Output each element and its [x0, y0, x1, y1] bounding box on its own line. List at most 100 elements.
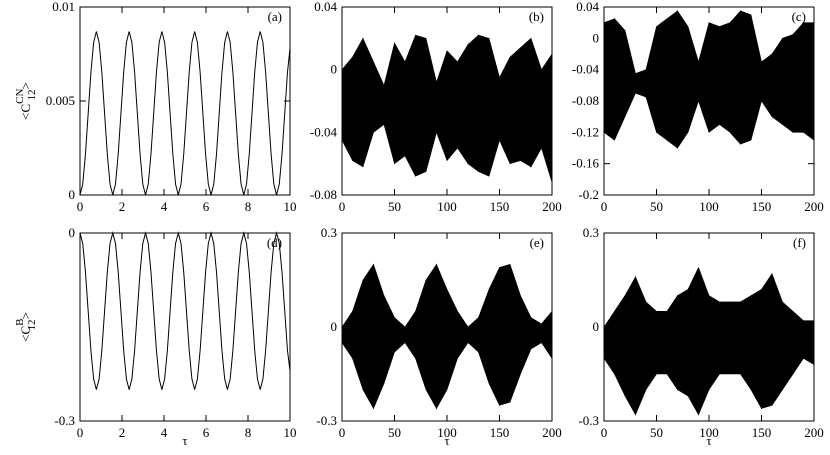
y-label-close: > [18, 312, 33, 319]
y-axis-label: <CCN12> [14, 82, 38, 120]
x-tick-label: 0 [77, 199, 84, 214]
y-tick-label: -0.3 [578, 413, 599, 428]
y-tick-label: 0 [593, 319, 600, 334]
oscillation-band [404, 310, 416, 360]
oscillation-band [635, 69, 647, 98]
y-tick-label: -0.2 [578, 187, 599, 202]
panel-label: (a) [268, 9, 282, 24]
oscillation-band [729, 301, 741, 375]
oscillation-band [415, 34, 427, 177]
oscillation-band [698, 22, 710, 133]
x-tick-label: 100 [699, 199, 719, 214]
y-tick-label: 0.3 [321, 225, 337, 240]
oscillation-band [719, 301, 731, 375]
y-tick-label: 0.005 [46, 93, 75, 108]
oscillation-band [373, 61, 385, 133]
x-axis-label: τ [444, 433, 449, 448]
plot-frame [79, 232, 291, 422]
oscillation-band [729, 10, 741, 145]
oscillation-band [656, 18, 668, 141]
oscillation-band [719, 22, 731, 133]
oscillation-band [383, 42, 395, 164]
x-tick-label: 0 [601, 199, 608, 214]
panel-label: (f) [793, 235, 806, 250]
x-tick-label: 10 [284, 425, 297, 440]
y-tick-label: 0.04 [314, 0, 337, 14]
oscillation-band [446, 289, 458, 390]
y-tick-label: 0 [593, 30, 600, 45]
x-tick-label: 50 [650, 199, 663, 214]
oscillation-band [499, 56, 511, 164]
oscillation-band [687, 267, 699, 416]
y-tick-label: -0.04 [572, 62, 600, 77]
x-axis-label: τ [182, 433, 187, 448]
oscillation-band [488, 267, 500, 406]
oscillation-band [530, 38, 542, 168]
x-tick-label: 10 [284, 199, 297, 214]
oscillation-band [603, 310, 615, 375]
x-tick-label: 200 [542, 199, 562, 214]
panel: 0 2 4 6 8 10-0.30(d)τ<CB12> [14, 225, 297, 448]
oscillation-band [467, 316, 479, 353]
y-tick-label: 0 [331, 319, 338, 334]
x-tick-label: 50 [388, 425, 401, 440]
oscillation-band [603, 18, 615, 141]
x-tick-label: 0 [339, 199, 346, 214]
oscillation-band [771, 37, 783, 126]
oscillation-band [520, 37, 532, 168]
oscillation-band [394, 316, 406, 353]
oscillation-band [771, 273, 783, 407]
oscillation-band [782, 33, 794, 133]
oscillation-band [782, 301, 794, 391]
x-tick-label: 150 [752, 425, 772, 440]
oscillation-band [740, 10, 752, 145]
x-tick-label: 4 [161, 199, 168, 214]
oscillation-band [394, 41, 406, 165]
oscillation-band [761, 272, 773, 409]
oscillation-band [541, 53, 553, 183]
oscillation-band [677, 288, 689, 397]
x-tick-label: 150 [490, 425, 510, 440]
y-tick-label: -0.3 [316, 413, 337, 428]
x-tick-label: 50 [388, 199, 401, 214]
x-tick-label: 0 [339, 425, 346, 440]
oscillation-band [687, 26, 699, 133]
y-tick-label: 0 [69, 225, 76, 240]
oscillation-band [488, 38, 500, 177]
x-tick-label: 100 [699, 425, 719, 440]
oscillation-band [446, 50, 458, 162]
oscillation-band [708, 22, 720, 133]
oscillation-band [624, 30, 636, 117]
oscillation-band [425, 263, 437, 410]
x-tick-label: 8 [245, 199, 252, 214]
y-tick-label: 0 [331, 62, 338, 77]
oscillation-band [362, 263, 374, 410]
x-tick-label: 150 [490, 199, 510, 214]
oscillation-band [698, 267, 710, 415]
oscillation-band [520, 295, 532, 375]
y-tick-label: -0.16 [572, 156, 600, 171]
oscillation-band [666, 294, 678, 391]
oscillation-band [362, 38, 374, 167]
x-axis-label: τ [706, 433, 711, 448]
y-tick-label: -0.3 [54, 413, 75, 428]
oscillation-band [341, 310, 353, 360]
panel: 0 50 100 150 200 -0.08 -0.04 0 0.04 (b) [310, 0, 562, 214]
panel-label: (c) [792, 9, 806, 24]
oscillation-band [792, 310, 804, 375]
y-label-sub: 12 [26, 90, 38, 101]
line [79, 31, 291, 196]
oscillation-band [740, 295, 752, 391]
x-tick-label: 150 [752, 199, 772, 214]
panel-label: (d) [267, 235, 282, 250]
oscillation-band [645, 26, 657, 133]
oscillation-band [708, 295, 720, 391]
x-tick-label: 0 [77, 425, 84, 440]
oscillation-band [656, 311, 668, 375]
oscillation-band [352, 37, 364, 168]
oscillation-band [352, 279, 364, 390]
oscillation-band [614, 17, 626, 141]
oscillation-band [509, 47, 521, 165]
